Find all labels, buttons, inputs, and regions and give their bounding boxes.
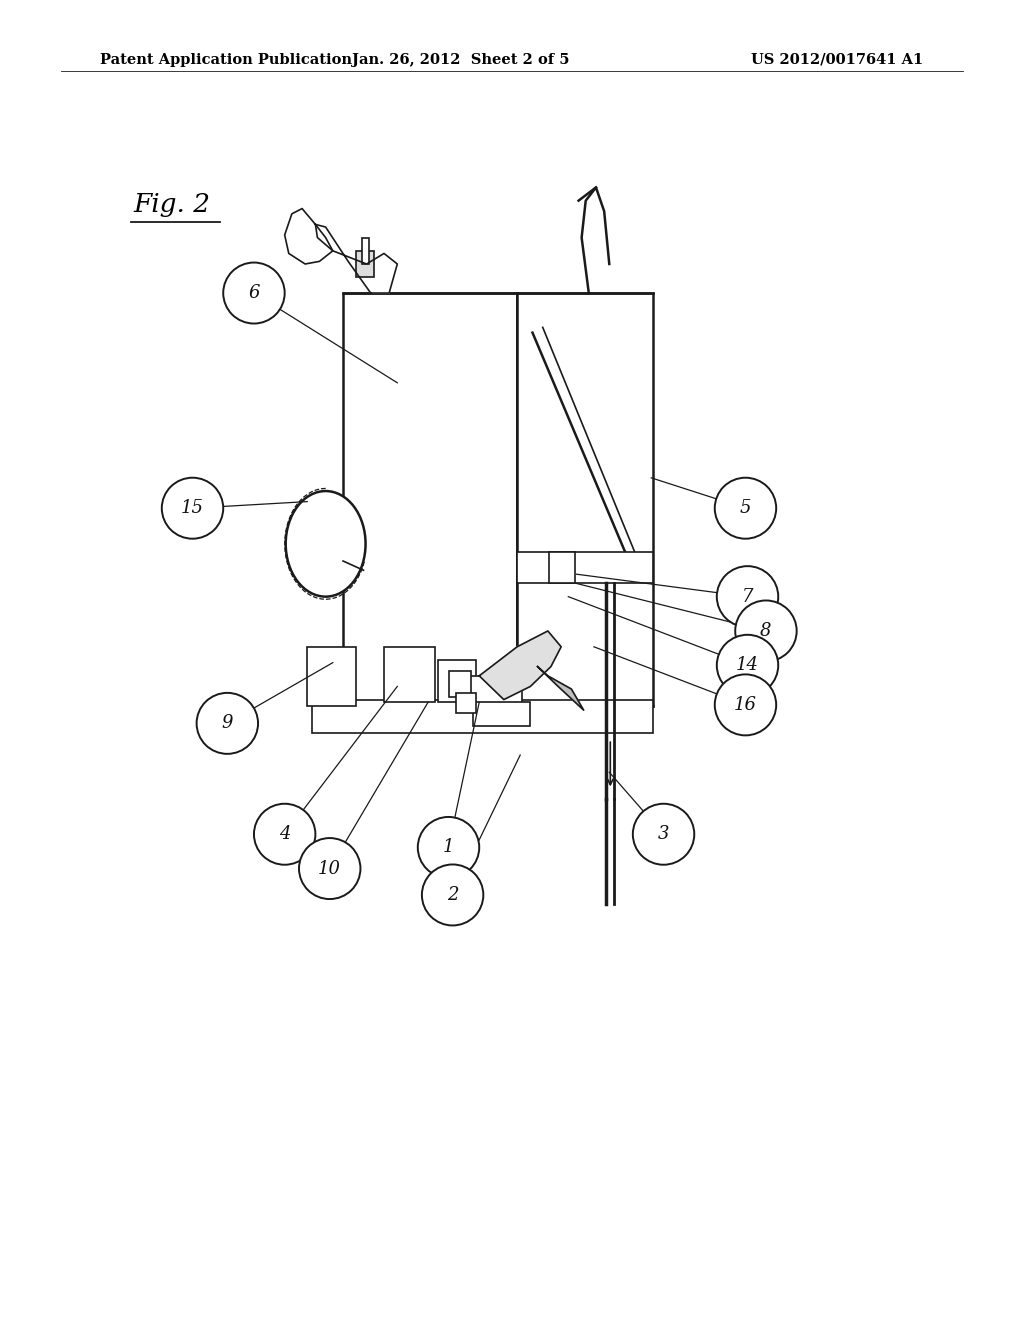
Bar	[438, 660, 476, 702]
Ellipse shape	[286, 491, 366, 597]
Ellipse shape	[633, 804, 694, 865]
Ellipse shape	[422, 865, 483, 925]
Text: Jan. 26, 2012  Sheet 2 of 5: Jan. 26, 2012 Sheet 2 of 5	[352, 53, 569, 67]
Text: 16: 16	[734, 696, 757, 714]
Text: Fig. 2: Fig. 2	[133, 193, 210, 216]
Text: Patent Application Publication: Patent Application Publication	[100, 53, 352, 67]
Text: 3: 3	[657, 825, 670, 843]
Ellipse shape	[715, 675, 776, 735]
Text: 10: 10	[318, 859, 341, 878]
Ellipse shape	[717, 566, 778, 627]
Ellipse shape	[162, 478, 223, 539]
Text: 14: 14	[736, 656, 759, 675]
Bar	[549, 552, 575, 583]
Bar	[356, 251, 374, 277]
Text: 9: 9	[221, 714, 233, 733]
Polygon shape	[315, 224, 397, 293]
Polygon shape	[285, 209, 333, 264]
Bar	[456, 693, 476, 713]
Bar	[307, 647, 356, 706]
Bar	[343, 293, 517, 706]
Text: 2: 2	[446, 886, 459, 904]
Bar	[473, 702, 530, 726]
Ellipse shape	[418, 817, 479, 878]
Bar	[517, 293, 653, 706]
Ellipse shape	[197, 693, 258, 754]
Text: 5: 5	[739, 499, 752, 517]
Text: 8: 8	[760, 622, 772, 640]
Ellipse shape	[715, 478, 776, 539]
Text: 15: 15	[181, 499, 204, 517]
Polygon shape	[538, 667, 584, 710]
Ellipse shape	[735, 601, 797, 661]
Text: US 2012/0017641 A1: US 2012/0017641 A1	[752, 53, 924, 67]
Bar	[517, 552, 653, 583]
Text: 6: 6	[248, 284, 260, 302]
Ellipse shape	[223, 263, 285, 323]
Ellipse shape	[299, 838, 360, 899]
Bar	[312, 700, 653, 733]
Bar	[384, 647, 435, 702]
Text: 4: 4	[279, 825, 291, 843]
Ellipse shape	[254, 804, 315, 865]
Polygon shape	[479, 631, 561, 700]
Text: 7: 7	[741, 587, 754, 606]
Ellipse shape	[717, 635, 778, 696]
Bar	[449, 671, 471, 697]
Bar	[466, 676, 522, 710]
Bar	[362, 238, 369, 264]
Text: 1: 1	[442, 838, 455, 857]
